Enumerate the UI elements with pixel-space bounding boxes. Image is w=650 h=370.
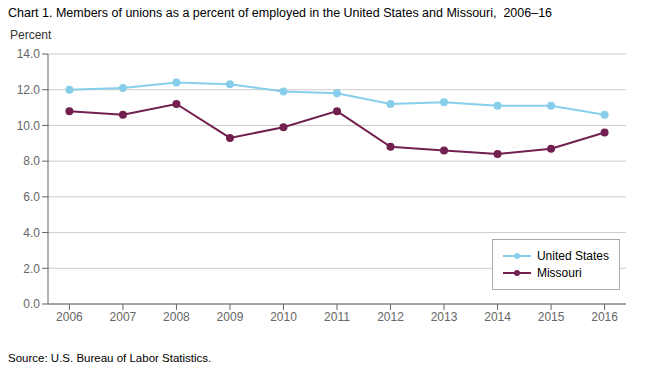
svg-text:2006: 2006	[56, 310, 83, 324]
html-text:Chart 1. Members of unions as: Chart 1. Members of unions as a percent …	[8, 6, 553, 20]
svg-text:2016: 2016	[591, 310, 618, 324]
svg-text:2.0: 2.0	[23, 262, 40, 276]
svg-text:2014: 2014	[484, 310, 511, 324]
svg-text:4.0: 4.0	[23, 226, 40, 240]
svg-text:6.0: 6.0	[23, 190, 40, 204]
svg-text:2012: 2012	[377, 310, 404, 324]
html-text:United States: United States	[537, 249, 609, 263]
html-text:Percent: Percent	[10, 28, 52, 42]
svg-text:2015: 2015	[538, 310, 565, 324]
svg-text:2013: 2013	[431, 310, 458, 324]
svg-text:8.0: 8.0	[23, 154, 40, 168]
svg-text:2008: 2008	[163, 310, 190, 324]
svg-text:10.0: 10.0	[17, 119, 41, 133]
svg-text:2011: 2011	[324, 310, 350, 324]
html-text:Source: U.S. Bureau of Labor S: Source: U.S. Bureau of Labor Statistics.	[8, 352, 212, 364]
svg-text:0.0: 0.0	[23, 297, 40, 311]
svg-text:2009: 2009	[217, 310, 244, 324]
svg-text:2007: 2007	[110, 310, 137, 324]
svg-text:14.0: 14.0	[17, 47, 41, 61]
html-text:Missouri: Missouri	[537, 266, 582, 280]
svg-text:12.0: 12.0	[17, 83, 41, 97]
svg-text:2010: 2010	[270, 310, 297, 324]
